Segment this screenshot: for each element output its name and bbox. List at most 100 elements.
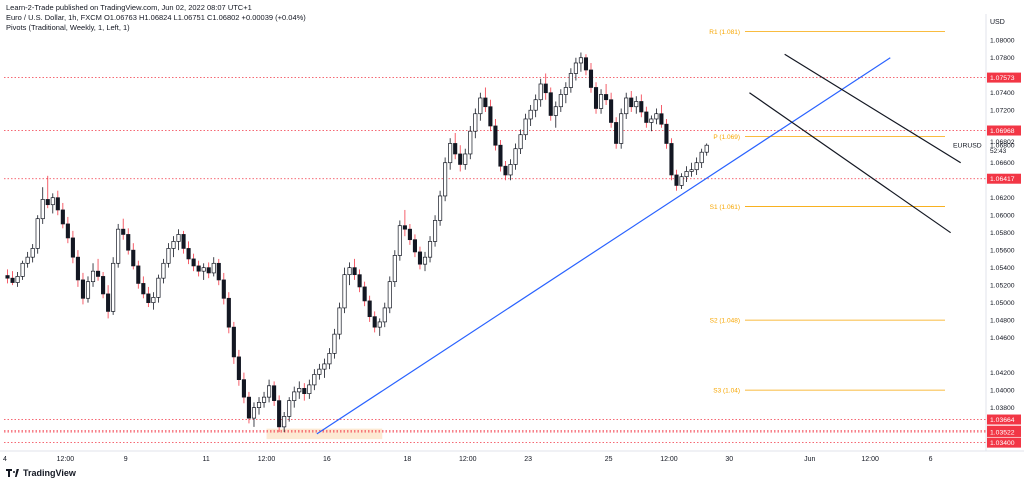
candle-body	[25, 256, 30, 264]
candle-body	[508, 164, 513, 176]
brand-name: TradingView	[23, 468, 76, 478]
candle-body	[15, 276, 20, 283]
candle-body	[392, 255, 397, 283]
candle-body	[80, 279, 86, 299]
candle	[619, 108, 624, 149]
candle	[694, 157, 699, 175]
candle-body	[699, 151, 704, 164]
level-tag-bg	[987, 414, 1021, 425]
uptrend-line	[316, 57, 891, 435]
candle	[20, 260, 25, 280]
candle	[35, 215, 40, 254]
candle-body	[121, 228, 126, 235]
candle-body	[292, 391, 297, 401]
level-tag-bg	[987, 72, 1021, 83]
candle	[493, 118, 498, 151]
candle	[156, 274, 161, 303]
candle	[573, 57, 578, 81]
candle-body	[45, 199, 50, 206]
candle	[256, 397, 262, 415]
candle-body	[277, 400, 282, 428]
candle-body	[352, 267, 357, 276]
candle	[387, 276, 392, 314]
candle	[50, 193, 55, 214]
y-tick-label: 1.06200	[990, 195, 1015, 202]
candle-body	[528, 109, 533, 120]
candle	[307, 379, 312, 399]
publisher-line: Learn-2-Trade published on TradingView.c…	[6, 3, 252, 12]
candle	[272, 381, 277, 406]
candle-body	[614, 122, 619, 144]
candle-body	[593, 87, 599, 109]
candle-body	[473, 113, 478, 132]
candle-body	[588, 69, 594, 88]
candle-body	[629, 97, 634, 108]
price-axis[interactable]: USD1.080001.078001.074001.072001.068001.…	[990, 19, 1015, 412]
candle-body	[362, 286, 367, 302]
currency-label: USD	[990, 19, 1005, 26]
candle	[362, 281, 367, 307]
candle	[503, 160, 508, 181]
candle-body	[317, 368, 322, 375]
candle	[679, 173, 684, 189]
candle-body	[40, 199, 45, 220]
candle	[211, 257, 216, 277]
symbol-ohlc-line: Euro / U.S. Dollar, 1h, FXCM O1.06763 H1…	[6, 13, 306, 22]
candle	[111, 257, 116, 315]
candle-body	[573, 62, 578, 74]
candle	[302, 383, 307, 401]
candle-body	[332, 333, 337, 354]
candle	[372, 311, 377, 333]
candle	[312, 369, 317, 391]
candle-body	[488, 106, 493, 127]
candle	[659, 104, 664, 128]
candle-body	[684, 171, 689, 178]
candle	[287, 397, 292, 422]
candle	[593, 82, 599, 114]
candle-body	[704, 144, 709, 153]
candle	[508, 159, 513, 181]
trendlines[interactable]	[316, 53, 962, 435]
candle	[131, 243, 136, 270]
candle-body	[644, 111, 649, 123]
candle	[161, 258, 166, 284]
candle	[448, 138, 453, 170]
y-tick-label: 1.04000	[990, 388, 1015, 395]
candle	[267, 379, 272, 403]
candle	[236, 349, 241, 386]
indicator-line[interactable]: Pivots (Traditional, Weekly, 1, Left, 1)	[6, 23, 130, 32]
candle-body	[251, 407, 257, 419]
y-tick-label: 1.07800	[990, 55, 1015, 62]
candle-body	[583, 57, 589, 71]
x-tick-label: 9	[124, 456, 128, 463]
candle-body	[407, 228, 412, 241]
candle-body	[261, 396, 267, 403]
candle-body	[141, 283, 146, 295]
candle-body	[236, 356, 241, 380]
candle-body	[116, 228, 121, 264]
candle	[136, 260, 141, 289]
candle	[649, 115, 654, 132]
pivot-levels: R1 (1.081) P (1.069) S1 (1.061) S2 (1.048) S…	[709, 29, 945, 395]
candle	[558, 89, 563, 112]
candle-body	[513, 148, 518, 165]
candle	[75, 250, 80, 287]
candle-body	[422, 256, 428, 265]
y-tick-label: 1.04200	[990, 370, 1015, 377]
y-tick-label: 1.05800	[990, 230, 1015, 237]
candle	[347, 262, 352, 286]
x-tick-label: 16	[323, 456, 331, 463]
candle	[629, 90, 634, 112]
time-axis[interactable]: 4 12:00 9 11 12:00 16 18 12:00 23 25 12:00 30 Jun 12:…	[3, 456, 933, 463]
candle-body	[131, 249, 136, 267]
footer: TradingView	[6, 468, 76, 478]
candle-body	[639, 101, 644, 113]
candle	[45, 175, 50, 209]
candle-body	[70, 237, 75, 258]
candle	[246, 391, 252, 424]
candle	[231, 321, 236, 364]
current-price-label: 1.06802	[990, 139, 1015, 146]
candle-body	[533, 99, 538, 111]
y-tick-label: 1.06000	[990, 213, 1015, 220]
